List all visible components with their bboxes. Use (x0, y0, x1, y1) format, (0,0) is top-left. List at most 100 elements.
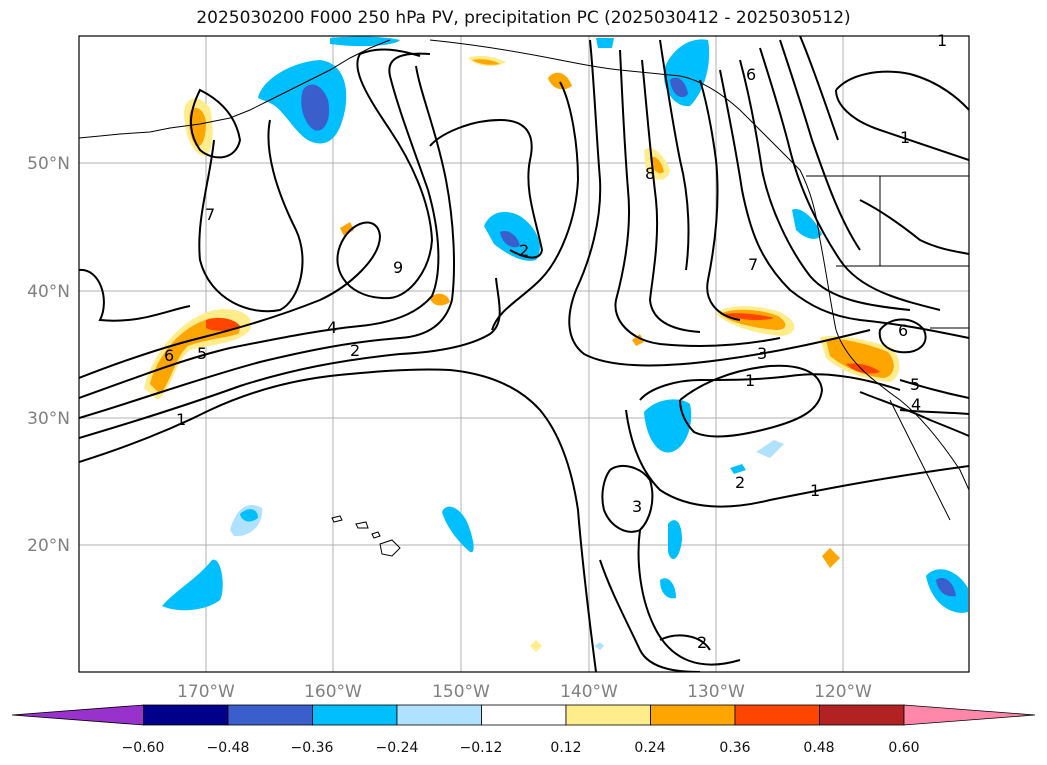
lat-label: 50°N (27, 154, 70, 174)
contour-label: 4 (911, 395, 921, 414)
contour-label: 1 (900, 128, 910, 147)
contour-label: 6 (746, 65, 756, 84)
lon-label: 150°W (432, 682, 490, 702)
neg-shade-small-top (596, 38, 614, 48)
colorbar-tick-label: −0.60 (122, 740, 165, 756)
contour-label: 7 (205, 205, 215, 224)
neg-shade-south-w (162, 559, 223, 611)
lon-label: 160°W (304, 682, 362, 702)
neg-shade-hawaii-w-core (240, 509, 258, 522)
lon-label: 170°W (177, 682, 235, 702)
neg-shade-wa (792, 209, 822, 239)
contour-label: 8 (645, 164, 655, 183)
colorbar-tick-label: 0.60 (888, 740, 919, 756)
neg-shade-bc-core (670, 77, 688, 98)
hawaii-1 (331, 515, 343, 523)
contour-label: 2 (519, 241, 529, 260)
longitude-labels: 170°W 160°W 150°W 140°W 130°W 120°W (177, 682, 872, 702)
contour-label: 1 (810, 481, 820, 500)
coast-aleutians (79, 39, 391, 139)
contour-label: 1 (745, 371, 755, 390)
neg-shade-east (644, 399, 692, 453)
contour-label: 5 (197, 344, 207, 363)
pos-shade-west-big-core (150, 317, 240, 394)
latitude-labels: 50°N 40°N 30°N 20°N (27, 154, 70, 556)
contour-label: 2 (350, 341, 360, 360)
neg-shade-south-mid (668, 520, 682, 560)
baja (889, 399, 951, 521)
colorbar-segment (143, 704, 229, 726)
colorbar-segment (734, 704, 820, 726)
contour-label: 2 (735, 473, 745, 492)
pos-shade-ca-red (846, 363, 880, 374)
hawaii-3 (379, 539, 401, 557)
colorbar-extend-high (903, 704, 1036, 726)
contour-label: 3 (632, 497, 642, 516)
neg-shade-small-1 (756, 440, 784, 458)
colorbar-segments (11, 704, 1036, 726)
map-title: 2025030200 F000 250 hPa PV, precipitatio… (196, 8, 851, 28)
contour-label: 9 (393, 258, 403, 277)
pos-shade-small-d (822, 548, 840, 568)
hawaii-4 (371, 531, 381, 539)
lat-label: 30°N (27, 409, 70, 429)
pos-shade-mid-n-core (650, 156, 664, 174)
map-frame-border (78, 35, 970, 673)
colorbar-tick-label: −0.12 (460, 740, 503, 756)
colorbar-tick-label: 0.48 (803, 740, 834, 756)
contour-label: 1 (176, 410, 186, 429)
contour-label: 6 (898, 321, 908, 340)
colorbar-labels: −0.60 −0.48 −0.36 −0.24 −0.12 0.12 0.24 … (122, 740, 920, 756)
colorbar-segment (819, 704, 905, 726)
colorbar-segment (227, 704, 313, 726)
contour-label: 3 (757, 344, 767, 363)
pos-shade-top-1-core (472, 59, 500, 65)
map-frame-bg (79, 36, 969, 672)
contour-label: 5 (910, 375, 920, 394)
neg-shade-hawaii (442, 506, 474, 553)
pos-shade-ca-core (826, 338, 894, 378)
colorbar-tick-label: −0.24 (376, 740, 419, 756)
colorbar-segment (565, 704, 651, 726)
colorbar: −0.60 −0.48 −0.36 −0.24 −0.12 0.12 0.24 … (11, 704, 1036, 756)
pos-shade-west-red (206, 318, 240, 331)
coast-alaska (429, 39, 969, 491)
hawaii-2 (355, 521, 369, 529)
lat-label: 40°N (27, 282, 70, 302)
map-layers (79, 36, 969, 672)
precip-shading (144, 36, 968, 652)
neg-shade-south-mid-2 (660, 578, 676, 599)
colorbar-tick-label: 0.24 (634, 740, 665, 756)
colorbar-segment (481, 704, 567, 726)
colorbar-segment (396, 704, 482, 726)
lon-label: 140°W (560, 682, 618, 702)
neg-shade-mid-core (500, 230, 520, 248)
pos-shade-small-a (340, 222, 354, 236)
colorbar-tick-label: −0.36 (291, 740, 334, 756)
contour-label: 1 (937, 31, 947, 50)
neg-shade-small-2 (730, 464, 746, 474)
lon-label: 120°W (814, 682, 872, 702)
neg-shade-alaska-top (330, 36, 400, 47)
colorbar-tick-label: −0.48 (207, 740, 250, 756)
pos-shade-ca-off-red (724, 313, 774, 321)
lon-label: 130°W (687, 682, 745, 702)
colorbar-segment (650, 704, 736, 726)
colorbar-segment (312, 704, 398, 726)
pos-shade-small-c (632, 334, 644, 346)
contour-label: 7 (748, 255, 758, 274)
contour-labels: 6 5 4 2 1 7 9 2 6 8 7 3 1 6 5 4 1 3 2 2 … (164, 31, 947, 652)
pos-shade-small-b (430, 293, 450, 306)
colorbar-tick-label: 0.12 (550, 740, 581, 756)
lat-label: 20°N (27, 536, 70, 556)
neg-shade-southeast-core (936, 577, 956, 597)
contour-label: 4 (327, 318, 337, 337)
coastlines (79, 39, 969, 557)
pos-shade-top-2 (548, 72, 572, 90)
pos-shade-small-e (530, 640, 542, 652)
neg-shade-alaska-core (301, 84, 330, 131)
colorbar-tick-label: 0.36 (719, 740, 750, 756)
neg-shade-dot (594, 642, 604, 650)
contour-label: 2 (697, 633, 707, 652)
